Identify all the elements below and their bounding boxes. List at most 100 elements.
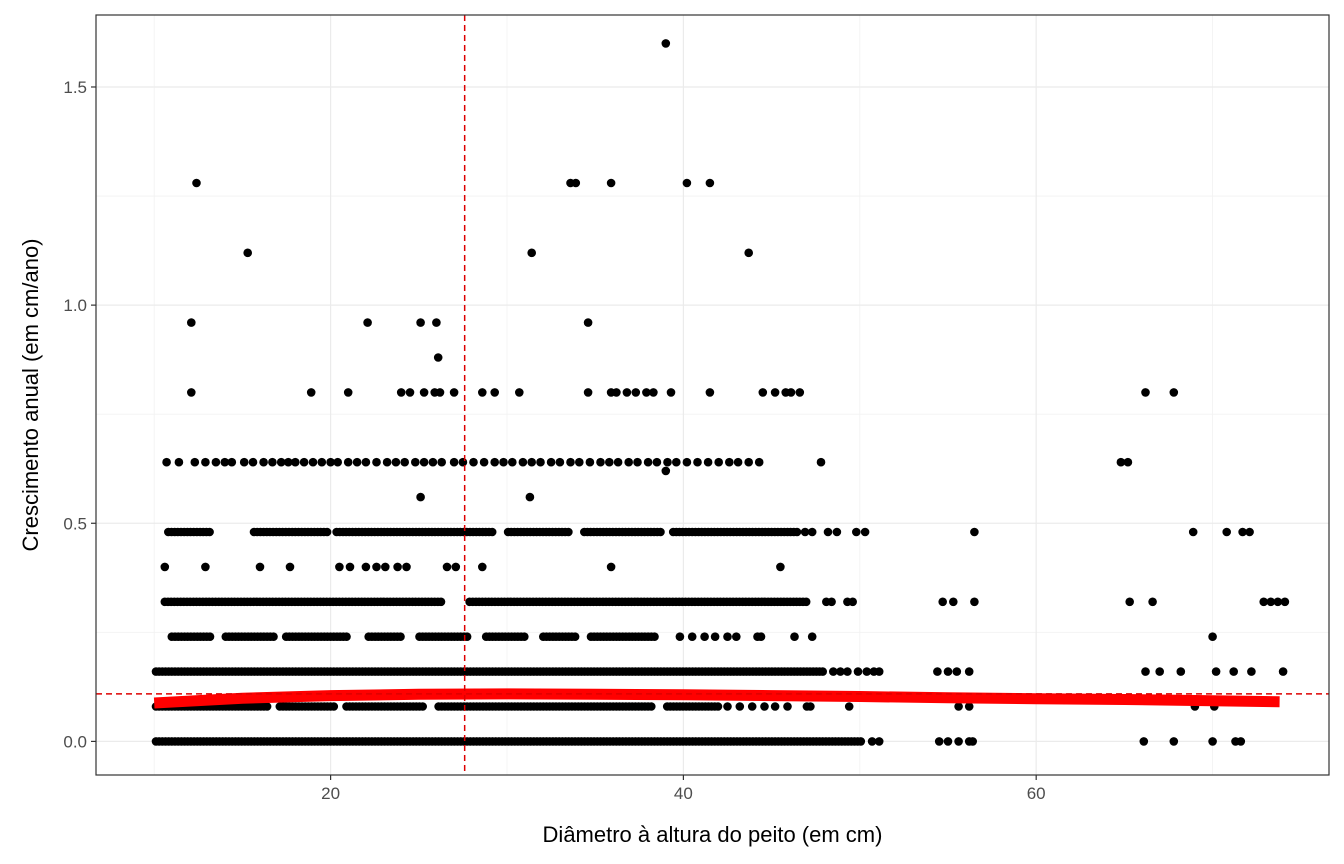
data-point <box>436 597 446 607</box>
data-point <box>527 248 536 258</box>
data-point <box>205 527 214 537</box>
data-point <box>656 527 665 537</box>
data-point <box>469 457 478 467</box>
data-point <box>333 457 343 467</box>
x-tick-label: 60 <box>1027 784 1046 803</box>
data-point <box>419 457 429 467</box>
data-point <box>432 318 441 327</box>
data-point <box>1169 388 1179 397</box>
data-point <box>807 632 817 641</box>
data-point <box>1208 737 1217 746</box>
data-point <box>800 527 810 537</box>
data-point <box>239 457 249 467</box>
data-point <box>508 457 517 467</box>
data-point <box>829 667 838 676</box>
data-point <box>672 457 681 467</box>
data-point <box>744 248 753 258</box>
data-point <box>693 457 702 467</box>
data-point <box>402 562 411 572</box>
data-point <box>190 457 200 467</box>
data-point <box>964 702 974 711</box>
data-point <box>714 457 723 467</box>
data-point <box>968 737 977 746</box>
data-point <box>807 527 817 537</box>
data-point <box>613 457 623 467</box>
data-point <box>248 457 258 467</box>
trend-line <box>153 688 1280 709</box>
data-point <box>1148 597 1157 607</box>
data-point <box>345 562 355 572</box>
data-point <box>536 457 545 467</box>
data-point <box>687 632 697 641</box>
data-point <box>458 457 468 467</box>
data-point <box>964 667 974 676</box>
data-point <box>372 457 381 467</box>
data-point <box>411 457 420 467</box>
data-point <box>949 597 958 607</box>
y-tick-label: 1.5 <box>63 78 87 97</box>
data-point <box>393 562 402 572</box>
data-point <box>285 562 295 572</box>
data-point <box>1266 597 1276 607</box>
data-point <box>733 457 743 467</box>
data-point <box>284 457 293 467</box>
data-point <box>585 457 595 467</box>
data-point <box>162 457 171 467</box>
data-point <box>675 632 685 641</box>
data-point <box>663 457 672 467</box>
data-point <box>633 457 642 467</box>
data-point <box>770 388 780 397</box>
minor-grid <box>96 15 1329 775</box>
data-point <box>790 632 799 641</box>
data-point <box>860 527 870 537</box>
data-point <box>806 702 815 711</box>
data-point <box>255 562 265 572</box>
data-point <box>795 388 805 397</box>
data-point <box>451 562 461 572</box>
data-point <box>747 702 757 711</box>
data-point <box>853 667 863 676</box>
data-point <box>428 457 438 467</box>
data-point <box>713 702 723 711</box>
data-point <box>1139 737 1149 746</box>
x-axis: 20 40 60 <box>321 775 1046 803</box>
data-point <box>631 388 641 397</box>
data-point <box>174 457 184 467</box>
data-point <box>650 632 659 641</box>
data-point <box>1155 667 1164 676</box>
data-point <box>243 248 252 258</box>
data-point <box>291 457 300 467</box>
data-point <box>518 457 528 467</box>
data-point <box>649 388 658 397</box>
data-point <box>1141 388 1150 397</box>
x-tick-label: 20 <box>321 784 340 803</box>
data-point <box>1211 667 1221 676</box>
data-point <box>954 737 963 746</box>
data-point <box>933 667 942 676</box>
data-point <box>546 457 556 467</box>
data-point <box>433 353 443 362</box>
data-point <box>1169 737 1179 746</box>
y-tick-label: 0.0 <box>63 732 87 751</box>
data-point <box>1123 457 1133 467</box>
data-point <box>187 388 196 397</box>
data-point <box>954 702 963 711</box>
data-point <box>823 527 833 537</box>
data-point <box>583 318 593 327</box>
data-point <box>723 702 732 711</box>
data-point <box>952 667 962 676</box>
data-point <box>754 457 764 467</box>
data-point <box>1116 457 1126 467</box>
data-point <box>844 702 854 711</box>
data-point <box>259 457 268 467</box>
data-point <box>160 562 170 572</box>
data-point <box>564 527 573 537</box>
data-point <box>647 702 656 711</box>
data-point <box>792 527 802 537</box>
data-point <box>1188 527 1198 537</box>
data-point <box>396 388 406 397</box>
data-point <box>343 457 353 467</box>
data-point <box>827 597 836 607</box>
data-point <box>848 597 857 607</box>
data-point <box>1176 667 1186 676</box>
